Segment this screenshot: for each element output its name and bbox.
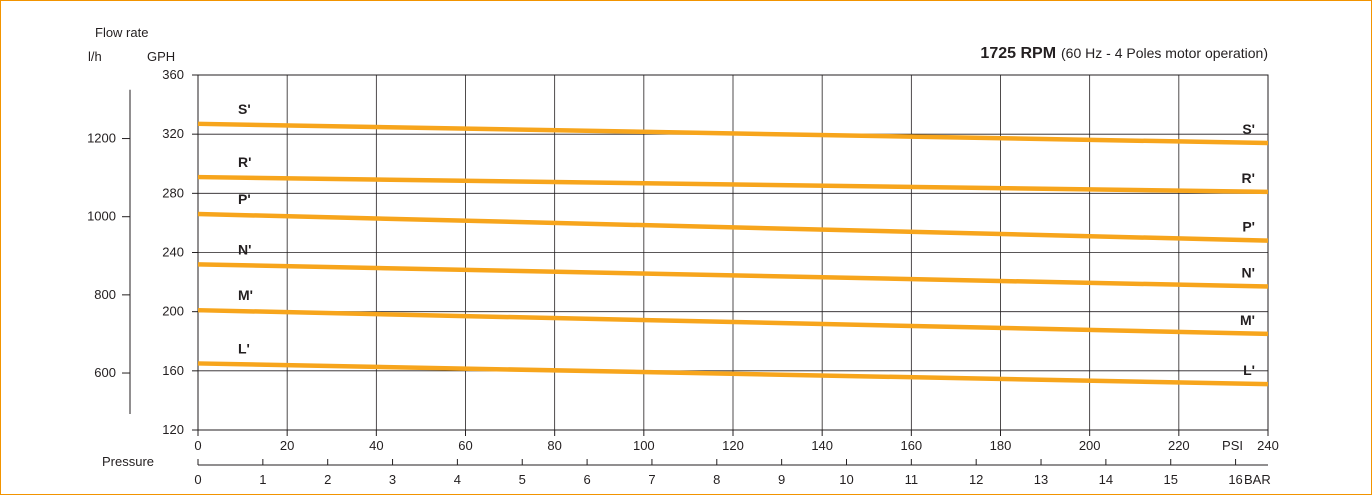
bar-tick-label: 0	[194, 472, 201, 487]
bar-tick-label: 7	[648, 472, 655, 487]
curve-line	[197, 121, 1269, 146]
psi-tick-label: 200	[1079, 438, 1101, 453]
lh-tick-label: 1200	[87, 131, 116, 146]
psi-tick-label: 180	[990, 438, 1012, 453]
gph-tick-label: 240	[162, 245, 184, 260]
bar-tick-label: 8	[713, 472, 720, 487]
bar-tick-label: 5	[519, 472, 526, 487]
chart-title-detail: (60 Hz - 4 Poles motor operation)	[1061, 45, 1268, 61]
bar-tick-label: 9	[778, 472, 785, 487]
curve-label-left: P'	[238, 191, 251, 207]
bar-tick-label: 12	[969, 472, 983, 487]
curve-line	[197, 262, 1269, 289]
curve-label-right: L'	[1243, 362, 1255, 378]
psi-tick-label: 160	[900, 438, 922, 453]
psi-tick-label: 220	[1168, 438, 1190, 453]
lh-tick-label: 800	[94, 287, 116, 302]
curve-line	[197, 174, 1269, 195]
psi-tick-label: 240	[1257, 438, 1279, 453]
bar-tick-label: 6	[583, 472, 590, 487]
curve-label-right: N'	[1242, 265, 1255, 281]
bar-tick-label: 2	[324, 472, 331, 487]
curve-label-right: S'	[1242, 121, 1255, 137]
curves: S' S' R' R' P' P' N' N' M' M' L' L'	[197, 101, 1269, 387]
gph-tick-label: 160	[162, 363, 184, 378]
psi-tick-label: 80	[547, 438, 561, 453]
psi-tick-label: 100	[633, 438, 655, 453]
lh-tick-label: 600	[94, 365, 116, 380]
curve-label-left: L'	[238, 340, 250, 356]
curve-label-left: R'	[238, 154, 251, 170]
curve-label-left: M'	[238, 287, 253, 303]
gph-tick-label: 280	[162, 185, 184, 200]
curve-label-left: S'	[238, 101, 251, 117]
curve-label-right: M'	[1240, 312, 1255, 328]
gph-tick-label: 320	[162, 126, 184, 141]
bar-tick-label: 15	[1163, 472, 1177, 487]
bar-tick-label: 4	[454, 472, 461, 487]
bar-tick-label: 14	[1099, 472, 1113, 487]
bar-tick-label: 1	[259, 472, 266, 487]
bar-tick-label: 10	[839, 472, 853, 487]
bar-tick-label: 3	[389, 472, 396, 487]
gph-tick-label: 360	[162, 67, 184, 82]
curve-line	[197, 211, 1269, 243]
curve-line	[197, 361, 1269, 387]
psi-unit-label: PSI	[1222, 438, 1243, 453]
curve-label-right: P'	[1242, 219, 1255, 235]
psi-tick-label: 0	[194, 438, 201, 453]
curve-line	[197, 307, 1269, 337]
x-axis-title: Pressure	[102, 454, 154, 469]
y-axis-lh-unit: l/h	[88, 49, 102, 64]
curve-label-right: R'	[1242, 170, 1255, 186]
chart-title: 1725 RPM (60 Hz - 4 Poles motor operation…	[980, 45, 1268, 62]
psi-tick-label: 120	[722, 438, 744, 453]
gph-tick-label: 200	[162, 304, 184, 319]
psi-tick-label: 20	[280, 438, 294, 453]
psi-tick-label: 60	[458, 438, 472, 453]
y-axis-gph-unit: GPH	[147, 49, 175, 64]
y-axis-title: Flow rate	[95, 25, 148, 40]
chart-title-rpm: 1725 RPM	[980, 45, 1056, 62]
gph-tick-label: 120	[162, 422, 184, 437]
lh-tick-label: 1000	[87, 209, 116, 224]
bar-tick-label: 11	[905, 472, 919, 487]
bar-tick-label: 16	[1228, 472, 1242, 487]
psi-tick-label: 40	[369, 438, 383, 453]
bar-unit-label: BAR	[1244, 472, 1271, 487]
curve-label-left: N'	[238, 241, 251, 257]
bar-tick-label: 13	[1034, 472, 1048, 487]
psi-tick-label: 140	[811, 438, 833, 453]
